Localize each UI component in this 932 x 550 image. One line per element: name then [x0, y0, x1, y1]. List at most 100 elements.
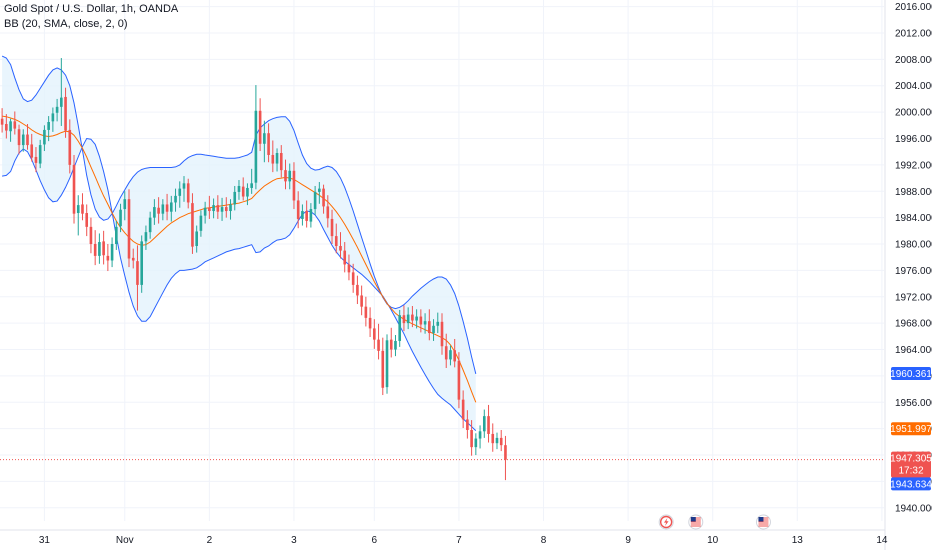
candle[interactable]	[398, 309, 402, 347]
candle[interactable]	[178, 181, 182, 208]
candle[interactable]	[267, 123, 270, 163]
candle[interactable]	[449, 345, 452, 366]
candle[interactable]	[229, 199, 232, 220]
candle[interactable]	[440, 313, 444, 355]
candle[interactable]	[385, 334, 389, 394]
candle[interactable]	[381, 337, 385, 396]
candle[interactable]	[76, 195, 80, 236]
candle[interactable]	[182, 176, 186, 202]
candle[interactable]	[165, 193, 169, 221]
candle[interactable]	[233, 185, 237, 211]
candle[interactable]	[144, 225, 148, 250]
candle[interactable]	[241, 177, 245, 201]
candle[interactable]	[436, 312, 440, 334]
candles[interactable]	[0, 58, 507, 481]
candle[interactable]	[368, 307, 372, 338]
candle[interactable]	[106, 244, 110, 272]
candle[interactable]	[427, 309, 431, 341]
candle[interactable]	[313, 185, 317, 215]
candle[interactable]	[343, 242, 347, 273]
candle[interactable]	[288, 163, 292, 190]
candle[interactable]	[284, 159, 287, 190]
candle[interactable]	[474, 433, 478, 456]
candle[interactable]	[136, 245, 139, 311]
candle[interactable]	[110, 237, 114, 268]
candle[interactable]	[0, 108, 4, 133]
candle[interactable]	[305, 200, 308, 228]
candle[interactable]	[186, 178, 190, 209]
candle[interactable]	[326, 195, 330, 228]
candle[interactable]	[115, 220, 118, 250]
candle[interactable]	[123, 191, 127, 221]
candle[interactable]	[457, 352, 461, 409]
candle[interactable]	[208, 195, 211, 219]
candle[interactable]	[89, 217, 93, 254]
candle[interactable]	[444, 333, 448, 368]
candle[interactable]	[195, 225, 198, 253]
candle[interactable]	[55, 98, 59, 122]
candle[interactable]	[351, 263, 355, 293]
candle[interactable]	[377, 323, 380, 360]
candle[interactable]	[478, 425, 482, 449]
candle[interactable]	[466, 410, 469, 439]
time-axis[interactable]: 31 Nov 2 3 6 7 8 9 10 13 14	[0, 529, 888, 546]
candle[interactable]	[373, 319, 376, 349]
candle[interactable]	[131, 248, 135, 269]
candle[interactable]	[220, 197, 224, 221]
us-flag-icon[interactable]	[688, 514, 704, 530]
candle[interactable]	[402, 305, 406, 332]
candle[interactable]	[237, 180, 241, 200]
candle[interactable]	[263, 120, 266, 163]
candle[interactable]	[258, 98, 262, 152]
candle[interactable]	[212, 198, 215, 219]
candle[interactable]	[301, 204, 304, 226]
candle[interactable]	[275, 148, 279, 172]
candle[interactable]	[102, 230, 105, 265]
candle[interactable]	[216, 195, 220, 219]
candle[interactable]	[495, 432, 499, 450]
candle[interactable]	[81, 193, 84, 221]
candle[interactable]	[140, 235, 144, 293]
candle[interactable]	[364, 296, 368, 327]
candle[interactable]	[309, 203, 313, 228]
candle[interactable]	[43, 125, 46, 152]
candle[interactable]	[72, 154, 76, 224]
candle[interactable]	[330, 209, 334, 245]
candle[interactable]	[347, 254, 351, 281]
candle[interactable]	[203, 201, 207, 224]
candle[interactable]	[38, 139, 42, 169]
candle[interactable]	[334, 223, 338, 254]
candle[interactable]	[34, 147, 38, 173]
candle[interactable]	[21, 129, 25, 152]
candle[interactable]	[499, 429, 503, 452]
candle[interactable]	[246, 183, 249, 206]
candle[interactable]	[60, 58, 63, 126]
candle[interactable]	[461, 390, 465, 429]
candle[interactable]	[254, 85, 258, 190]
candle[interactable]	[250, 168, 253, 194]
candle[interactable]	[470, 420, 473, 456]
candle[interactable]	[487, 404, 490, 443]
candle[interactable]	[339, 232, 342, 259]
candle[interactable]	[119, 203, 122, 233]
candle[interactable]	[453, 338, 457, 368]
candle[interactable]	[199, 210, 203, 237]
candle[interactable]	[13, 111, 17, 135]
candle[interactable]	[30, 133, 34, 162]
candle[interactable]	[482, 409, 486, 438]
candle[interactable]	[153, 199, 156, 225]
event-markers[interactable]	[658, 514, 771, 530]
candle[interactable]	[389, 327, 393, 358]
candle[interactable]	[51, 107, 55, 132]
candle[interactable]	[174, 188, 177, 212]
candle[interactable]	[360, 285, 363, 316]
candle[interactable]	[148, 211, 152, 239]
candle[interactable]	[17, 124, 21, 155]
candle[interactable]	[423, 313, 427, 334]
candle[interactable]	[406, 307, 410, 330]
candle[interactable]	[98, 233, 101, 264]
candle[interactable]	[356, 275, 359, 305]
candle[interactable]	[432, 319, 435, 341]
indicator-legend[interactable]: BB (20, SMA, close, 2, 0)	[4, 18, 128, 30]
